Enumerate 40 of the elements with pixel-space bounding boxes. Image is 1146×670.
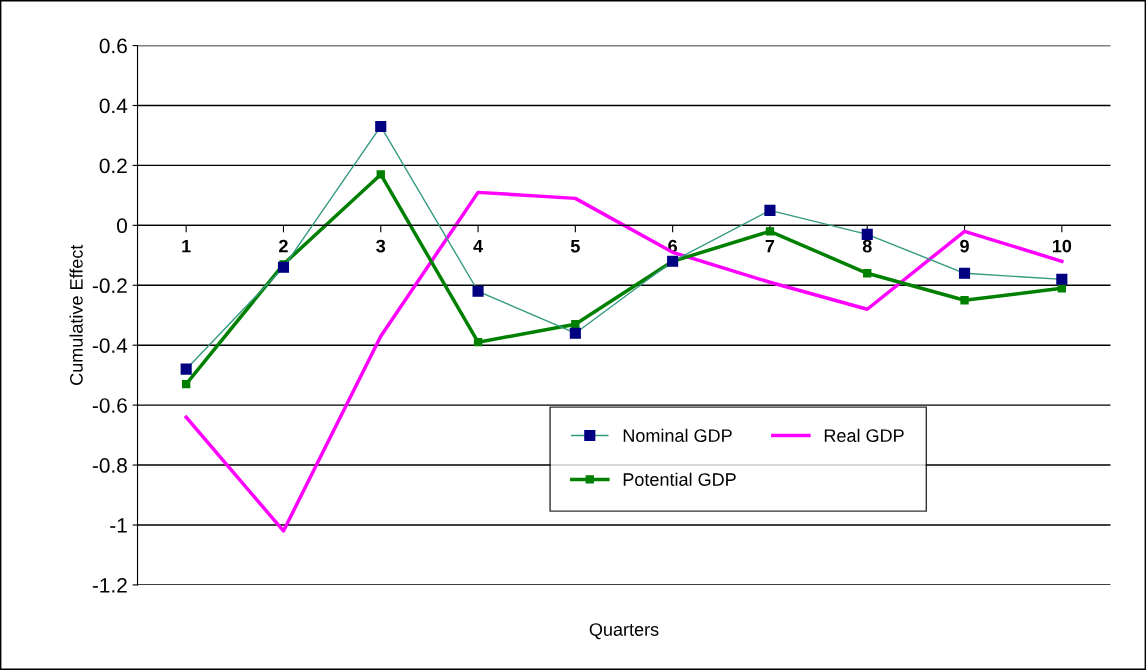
point: [1056, 273, 1068, 285]
point: [863, 269, 872, 278]
point: [376, 170, 385, 179]
x-tick-label: 2: [279, 239, 288, 253]
y-tick-label: 0.6: [99, 38, 127, 54]
point: [569, 327, 581, 339]
y-tick-label: -0.2: [92, 278, 127, 294]
y-tick-label: -1: [110, 518, 127, 533]
point: [180, 363, 192, 375]
y-tick-label: 0: [117, 218, 127, 234]
x-axis-title: Quarters: [589, 623, 659, 640]
x-tick-label: 1: [182, 239, 191, 253]
point: [960, 296, 969, 305]
point: [182, 379, 191, 389]
y-tick-label: -1.2: [92, 577, 127, 593]
x-tick-label: 8: [862, 239, 872, 253]
point: [375, 120, 387, 133]
point: [958, 267, 971, 279]
point: [765, 227, 775, 236]
x-tick-label: 4: [473, 239, 483, 253]
y-tick-label: -0.8: [92, 458, 127, 473]
x-tick-label: 3: [376, 239, 386, 253]
point: [472, 285, 484, 297]
point: [277, 261, 290, 273]
x-tick-label: 10: [1052, 239, 1072, 253]
y-axis-title: Cumulative Effect: [69, 244, 83, 385]
point: [764, 204, 776, 216]
legend-label: Potential GDP: [623, 472, 736, 486]
point: [861, 228, 873, 240]
point: [571, 320, 580, 329]
x-tick-label: 9: [960, 239, 969, 253]
y-tick-label: 0.2: [99, 158, 127, 174]
legend-label: Real GDP: [824, 428, 904, 443]
y-tick-label: -0.6: [92, 398, 127, 413]
y-tick-label: -0.4: [92, 338, 128, 353]
x-tick-label: 5: [570, 239, 580, 253]
y-tick-label: 0.4: [99, 98, 128, 114]
point: [473, 338, 483, 347]
legend-label: Nominal GDP: [623, 428, 732, 443]
x-tick-label: 7: [765, 239, 775, 253]
